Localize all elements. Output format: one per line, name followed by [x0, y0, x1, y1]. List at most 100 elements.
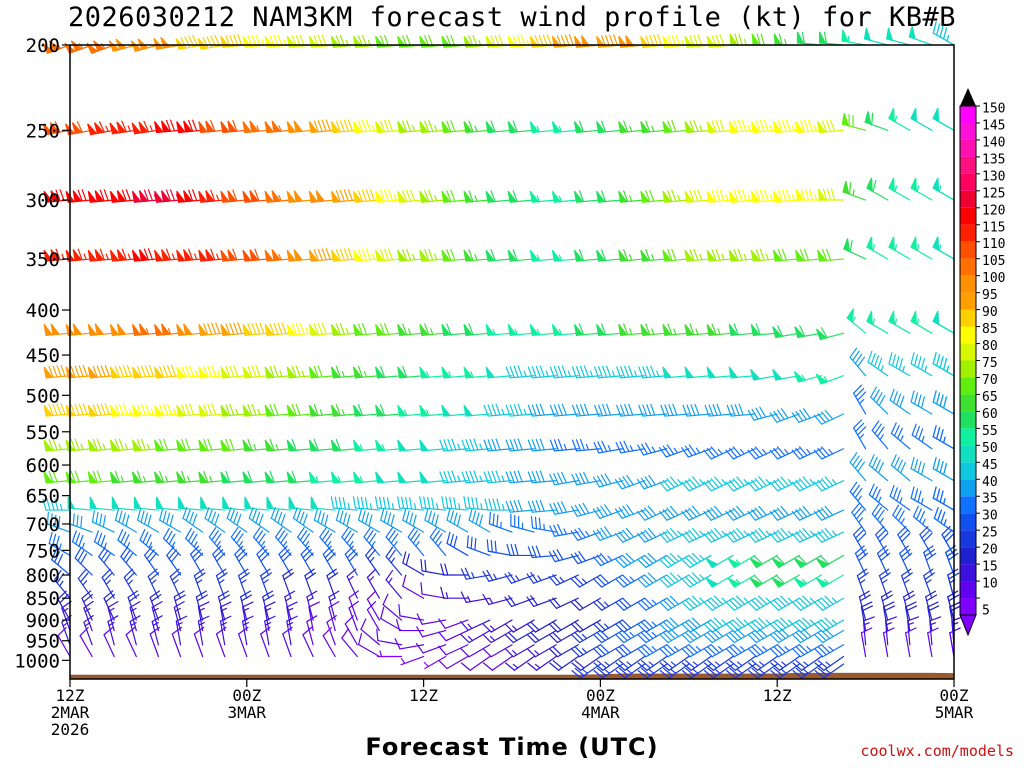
barb-full	[748, 662, 759, 671]
barb-full	[920, 463, 926, 476]
barb-full	[729, 479, 738, 490]
barb-staff	[469, 655, 491, 671]
barb-full	[662, 531, 672, 542]
barb-full	[594, 366, 600, 379]
barb-full	[902, 552, 913, 562]
barb-half	[369, 556, 375, 563]
barb-full	[795, 531, 804, 542]
barb-full	[891, 354, 896, 367]
barb-half	[347, 503, 350, 510]
barb-full	[939, 356, 944, 369]
barb-full	[659, 648, 669, 658]
barb-full	[821, 507, 830, 518]
barb-half	[765, 530, 771, 537]
wind-barb	[219, 601, 232, 632]
barb-half	[436, 503, 439, 510]
barb-half	[759, 669, 765, 674]
wind-barb	[570, 502, 602, 517]
colorbar-swatch	[960, 377, 976, 395]
barb-flag	[397, 121, 407, 134]
barb-full	[949, 627, 961, 634]
barb-flag	[728, 324, 739, 336]
barb-full	[208, 527, 217, 538]
barb-full	[892, 391, 898, 404]
barb-full	[932, 352, 937, 365]
barb-half	[673, 328, 677, 335]
barb-half	[781, 661, 787, 667]
barb-half	[286, 622, 294, 626]
y-tick-label: 550	[26, 422, 60, 444]
barb-half	[458, 503, 461, 510]
barb-full	[775, 574, 786, 585]
barb-half	[84, 607, 91, 613]
barb-full	[854, 422, 865, 433]
barb-full	[751, 479, 760, 490]
wind-barb	[854, 545, 869, 576]
wind-barb	[681, 527, 712, 543]
wind-barb	[863, 27, 889, 46]
barb-half	[305, 327, 309, 335]
barb-full	[299, 511, 305, 524]
wind-barb	[485, 120, 513, 134]
wind-barb	[659, 476, 690, 492]
barb-full	[468, 190, 474, 203]
barb-half	[943, 436, 946, 444]
barb-full	[495, 438, 501, 451]
barb-full	[692, 527, 701, 538]
barb-half	[902, 365, 905, 373]
barb-full	[166, 512, 171, 525]
barb-flag	[205, 190, 215, 203]
barb-full	[791, 648, 802, 658]
barb-half	[371, 540, 376, 547]
barb-full	[747, 481, 757, 492]
barb-flag	[72, 323, 83, 336]
barb-full	[852, 419, 863, 429]
barb-full	[596, 631, 606, 642]
wind-barb	[706, 119, 734, 134]
barb-full	[669, 572, 680, 582]
wind-barb	[890, 422, 911, 450]
barb-half	[58, 443, 62, 451]
barb-flag	[684, 190, 695, 203]
barb-full	[241, 594, 253, 602]
wind-barb	[841, 29, 867, 46]
barb-full	[703, 449, 712, 460]
wind-barb	[439, 470, 469, 484]
barb-full	[667, 120, 673, 133]
wind-barb	[125, 626, 137, 658]
wind-barb	[815, 554, 845, 569]
barb-half	[743, 253, 747, 261]
x-tick-label: 2MAR	[51, 703, 90, 722]
wind-barb	[817, 119, 845, 134]
barb-full	[255, 530, 264, 541]
barb-flag	[529, 324, 540, 336]
barb-full	[754, 597, 764, 607]
barb-half	[388, 577, 393, 584]
wind-barb	[728, 366, 756, 379]
barb-flag	[72, 190, 83, 203]
barb-flag	[419, 366, 429, 379]
barb-full	[552, 550, 560, 562]
barb-full	[681, 532, 690, 543]
barb-full	[618, 621, 628, 631]
barb-flag	[154, 121, 164, 134]
barb-full	[302, 513, 308, 526]
barb-full	[817, 531, 826, 542]
barb-full	[936, 427, 941, 440]
wind-barb	[507, 249, 535, 262]
wind-barb	[772, 248, 800, 262]
barb-flag	[640, 324, 650, 336]
barb-full	[646, 404, 652, 416]
barb-flag	[264, 190, 275, 203]
barb-full	[795, 599, 805, 609]
barb-full	[650, 403, 656, 416]
barb-full	[386, 497, 391, 510]
wind-barb	[726, 655, 756, 671]
wind-barb	[593, 440, 624, 454]
colorbar-label: 45	[982, 458, 998, 473]
barb-full	[380, 365, 386, 378]
barb-full	[898, 358, 903, 371]
wind-barb	[573, 120, 602, 134]
barb-full	[690, 404, 696, 416]
barb-full	[826, 248, 832, 261]
